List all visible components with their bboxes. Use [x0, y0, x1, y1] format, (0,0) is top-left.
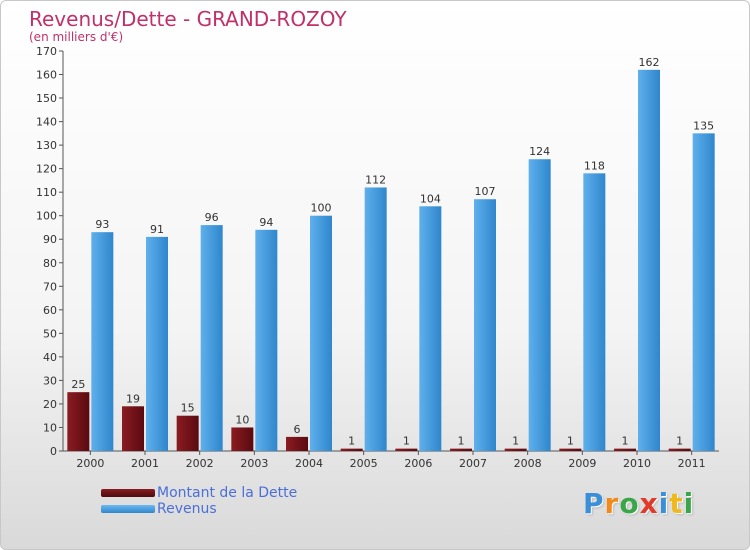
y-tick-label: 150: [36, 92, 57, 105]
bar-revenus: [528, 159, 551, 451]
bar-revenus: [583, 173, 606, 451]
x-tick-label: 2001: [131, 457, 159, 470]
bar-dette: [67, 392, 90, 451]
data-label-revenus: 91: [150, 223, 164, 236]
data-label-dette: 1: [403, 435, 410, 448]
logo-letter: x: [639, 487, 659, 520]
y-tick-label: 10: [43, 421, 57, 434]
x-tick-label: 2009: [568, 457, 596, 470]
data-label-dette: 1: [458, 435, 465, 448]
x-tick-label: 2008: [514, 457, 542, 470]
bar-dette: [286, 436, 308, 451]
data-label-dette: 1: [676, 435, 683, 448]
y-tick-label: 80: [43, 257, 57, 270]
y-tick-label: 130: [36, 139, 57, 152]
y-tick-label: 50: [43, 327, 57, 340]
bar-revenus: [91, 232, 114, 451]
x-tick-label: 2005: [350, 457, 378, 470]
data-label-dette: 15: [181, 402, 195, 415]
x-tick-label: 2004: [295, 457, 323, 470]
bar-revenus: [419, 206, 442, 451]
y-tick-label: 30: [43, 374, 57, 387]
data-label-dette: 1: [348, 435, 355, 448]
bar-revenus: [255, 229, 278, 451]
legend-label-revenus: Revenus: [157, 501, 217, 517]
data-label-revenus: 162: [639, 56, 660, 69]
logo-letter: r: [604, 487, 620, 520]
x-tick-label: 2000: [76, 457, 104, 470]
x-tick-label: 2011: [678, 457, 706, 470]
bar-dette: [559, 448, 582, 451]
data-label-revenus: 124: [529, 145, 550, 158]
y-tick-label: 160: [36, 69, 57, 82]
bar-dette: [340, 448, 363, 451]
x-tick-label: 2003: [240, 457, 268, 470]
legend-swatch-revenus: [101, 505, 155, 513]
bar-dette: [504, 448, 527, 451]
data-label-revenus: 100: [311, 202, 332, 215]
data-label-revenus: 104: [420, 192, 441, 205]
logo-letter: i: [683, 487, 695, 520]
data-label-dette: 19: [126, 392, 140, 405]
bar-revenus: [364, 187, 387, 451]
y-tick-label: 70: [43, 280, 57, 293]
y-tick-label: 140: [36, 116, 57, 129]
axes: 0102030405060708090100110120130140150160…: [36, 45, 719, 470]
bar-revenus: [200, 225, 223, 451]
data-label-revenus: 107: [475, 185, 496, 198]
y-tick-label: 100: [36, 210, 57, 223]
logo-letter: o: [619, 487, 640, 520]
proxiti-logo: Proxiti: [583, 487, 694, 520]
bar-dette: [122, 406, 144, 451]
bar-dette: [231, 427, 254, 451]
logo-letter: P: [583, 487, 605, 520]
data-label-revenus: 135: [693, 119, 714, 132]
y-tick-label: 170: [36, 45, 57, 58]
x-tick-label: 2002: [186, 457, 214, 470]
bar-revenus: [146, 236, 168, 451]
bars: [67, 69, 715, 451]
x-tick-label: 2010: [623, 457, 651, 470]
bar-revenus: [692, 133, 715, 451]
bar-dette: [395, 448, 418, 451]
data-label-dette: 6: [294, 423, 301, 436]
data-label-revenus: 118: [584, 159, 605, 172]
logo-letter: i: [658, 487, 670, 520]
bar-dette: [176, 415, 199, 451]
data-label-revenus: 93: [95, 218, 109, 231]
legend-swatch-dette: [101, 489, 155, 497]
y-tick-label: 0: [50, 445, 57, 458]
y-tick-label: 20: [43, 398, 57, 411]
data-label-revenus: 112: [365, 173, 386, 186]
logo-letter: t: [669, 487, 684, 520]
data-label-dette: 1: [567, 435, 574, 448]
x-tick-label: 2007: [459, 457, 487, 470]
data-label-dette: 1: [512, 435, 519, 448]
legend-label-dette: Montant de la Dette: [157, 485, 298, 501]
data-label-dette: 25: [71, 378, 85, 391]
chart-subtitle: (en milliers d'€): [29, 30, 124, 44]
bar-dette: [614, 448, 636, 451]
y-tick-label: 110: [36, 186, 57, 199]
data-label-dette: 10: [235, 413, 249, 426]
data-label-dette: 1: [622, 435, 629, 448]
y-tick-label: 60: [43, 304, 57, 317]
data-label-revenus: 94: [259, 216, 273, 229]
y-tick-label: 90: [43, 233, 57, 246]
bar-dette: [450, 448, 472, 451]
y-tick-label: 120: [36, 163, 57, 176]
y-tick-label: 40: [43, 351, 57, 364]
bar-dette: [668, 448, 691, 451]
x-tick-label: 2006: [404, 457, 432, 470]
value-labels: 25 93 19 91 15 96 10 94 6 100 1 112 1 104 1 107 1 124 1 118…: [71, 56, 714, 448]
bar-revenus: [638, 69, 660, 451]
data-label-revenus: 96: [205, 211, 219, 224]
bar-revenus: [474, 199, 496, 451]
bar-revenus: [310, 215, 332, 451]
chart-title: Revenus/Dette - GRAND-ROZOY: [29, 7, 347, 31]
